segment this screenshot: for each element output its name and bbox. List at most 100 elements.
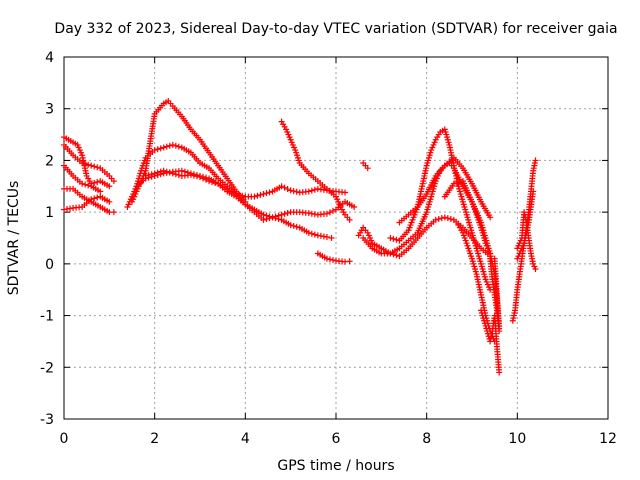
data-point-fill — [311, 186, 318, 193]
data-point-fill — [266, 189, 273, 196]
data-point-fill — [193, 173, 200, 180]
data-point-fill — [172, 142, 179, 149]
y-tick-label: 3 — [45, 102, 54, 118]
data-point — [496, 369, 503, 376]
data-point-fill — [263, 190, 270, 197]
data-point — [328, 235, 335, 241]
data-point-fill — [154, 169, 161, 176]
data-point-fill — [157, 168, 164, 175]
data-point-fill — [190, 172, 197, 179]
x-axis-label: GPS time / hours — [277, 458, 394, 474]
y-tick-label: -2 — [40, 360, 54, 376]
data-point — [530, 188, 537, 195]
data-point — [260, 216, 267, 223]
data-point-fill — [281, 210, 288, 217]
data-point — [532, 266, 539, 273]
data-point-fill — [326, 209, 333, 216]
data-point-fill — [284, 186, 291, 193]
data-point — [278, 183, 285, 190]
data-point-fill — [435, 216, 442, 223]
data-point-fill — [438, 215, 445, 222]
data-point — [351, 203, 358, 210]
data-point-fill — [390, 235, 397, 242]
data-point — [106, 198, 113, 205]
data-point — [206, 178, 213, 185]
data-point-fill — [85, 161, 92, 168]
data-point-fill — [91, 179, 98, 186]
data-point — [346, 216, 353, 223]
y-tick-label: -1 — [40, 309, 54, 325]
data-point — [441, 214, 448, 221]
data-point — [142, 172, 149, 179]
data-point-fill — [329, 207, 336, 214]
data-point-fill — [447, 216, 454, 223]
data-point — [79, 180, 86, 187]
data-point-fill — [163, 143, 170, 150]
data-point-fill — [311, 231, 318, 238]
x-tick-label: 12 — [599, 431, 617, 447]
data-point — [323, 210, 330, 217]
data-point-fill — [272, 213, 279, 220]
data-point — [323, 233, 330, 240]
data-point — [110, 209, 117, 216]
data-point-fill — [85, 182, 92, 189]
data-point — [450, 180, 457, 187]
data-point-fill — [91, 195, 98, 202]
data-points — [61, 97, 539, 376]
data-point — [110, 178, 117, 185]
data-point-fill — [203, 176, 210, 183]
y-axis-label: SDTVAR / TECUs — [6, 181, 22, 296]
data-point — [432, 216, 439, 223]
data-point — [323, 255, 330, 262]
data-point-fill — [444, 215, 451, 222]
data-point — [346, 258, 353, 265]
data-point-fill — [209, 178, 216, 185]
data-point — [197, 173, 203, 180]
data-point — [260, 191, 267, 198]
x-tick-label: 8 — [422, 431, 431, 447]
data-point-fill — [94, 194, 101, 201]
data-point — [305, 188, 312, 195]
data-point — [178, 167, 185, 174]
data-point — [160, 167, 167, 174]
data-point-fill — [263, 216, 270, 223]
data-point — [106, 183, 113, 190]
data-point-fill — [239, 192, 246, 199]
data-point — [305, 229, 312, 236]
data-point-fill — [326, 256, 333, 263]
data-point-fill — [94, 178, 101, 185]
data-point — [287, 222, 294, 229]
data-point-fill — [456, 178, 463, 185]
data-point-fill — [257, 191, 264, 198]
data-point-fill — [94, 164, 101, 171]
x-tick-label: 10 — [508, 431, 526, 447]
data-point-fill — [275, 212, 282, 219]
x-tick-label: 0 — [60, 431, 69, 447]
data-point — [269, 214, 276, 221]
data-point-fill — [290, 222, 297, 229]
data-point-fill — [308, 230, 315, 237]
data-point — [260, 211, 267, 218]
x-tick-label: 2 — [150, 431, 159, 447]
data-point — [88, 162, 95, 169]
data-point — [160, 144, 167, 151]
data-point — [287, 187, 294, 194]
data-point-fill — [281, 184, 288, 191]
data-point-fill — [148, 171, 155, 178]
y-tick-label: 2 — [45, 153, 54, 169]
y-tick-label: 4 — [45, 50, 54, 66]
data-point — [364, 165, 371, 172]
grid — [64, 57, 608, 419]
data-point — [251, 193, 258, 200]
data-point — [487, 214, 494, 221]
data-point — [151, 147, 158, 154]
data-point — [387, 235, 394, 241]
data-point-fill — [175, 172, 182, 179]
data-point-fill — [308, 187, 315, 194]
chart-title: Day 332 of 2023, Sidereal Day-to-day VTE… — [54, 21, 617, 37]
x-tick-label: 6 — [332, 431, 341, 447]
data-point-fill — [154, 146, 161, 153]
data-point-fill — [212, 179, 219, 186]
